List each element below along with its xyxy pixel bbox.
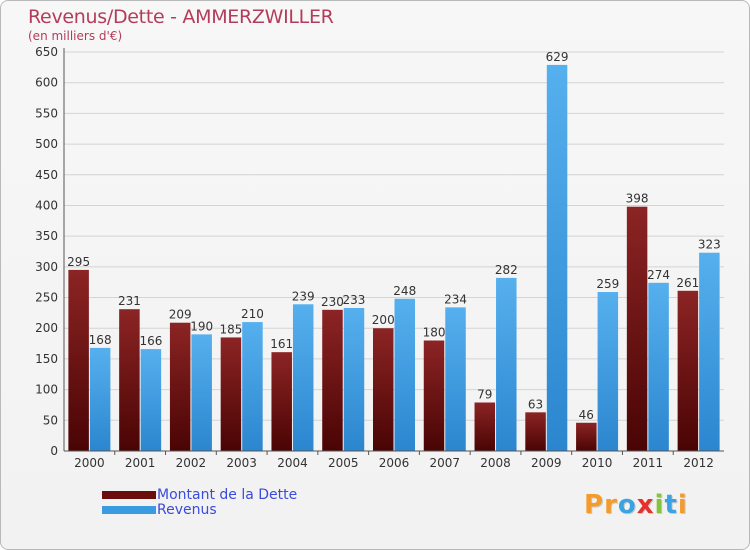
logo-letter: i [654, 490, 665, 520]
bar-revenue-2004 [292, 304, 314, 451]
x-tick-label: 2001 [125, 456, 156, 470]
data-label-debt-2004: 161 [270, 337, 293, 351]
x-tick-label: 2002 [176, 456, 207, 470]
data-label-debt-2010: 46 [579, 408, 594, 422]
x-tick-label: 2000 [74, 456, 105, 470]
bar-debt-2002 [169, 322, 191, 451]
x-tick-label: 2005 [328, 456, 359, 470]
data-label-revenue-2012: 323 [698, 238, 721, 252]
data-label-debt-2005: 230 [321, 295, 344, 309]
x-tick-label: 2010 [582, 456, 613, 470]
y-tick-label: 500 [35, 137, 58, 151]
x-tick-label: 2003 [226, 456, 257, 470]
y-tick-label: 650 [35, 45, 58, 59]
x-tick-label: 2006 [379, 456, 410, 470]
bar-revenue-2008 [496, 277, 517, 451]
bar-debt-2003 [220, 337, 242, 451]
bar-debt-2010 [576, 422, 597, 451]
bar-debt-2006 [373, 328, 394, 451]
bar-revenue-2010 [597, 292, 619, 451]
bar-revenue-2006 [394, 298, 415, 451]
data-label-revenue-2005: 233 [343, 293, 366, 307]
data-label-debt-2001: 231 [118, 294, 141, 308]
chart-title: Revenus/Dette - AMMERZWILLER [28, 6, 334, 28]
bar-debt-2011 [626, 206, 648, 451]
y-tick-label: 450 [35, 168, 58, 182]
data-label-revenue-2008: 282 [495, 263, 518, 277]
legend-label-revenue: Revenus [157, 501, 217, 518]
y-tick-label: 50 [43, 413, 58, 427]
logo-letter: x [636, 490, 655, 520]
y-tick-label: 0 [50, 444, 58, 458]
y-tick-label: 200 [35, 321, 58, 335]
bar-revenue-2000 [89, 347, 111, 451]
legend-label-debt: Montant de la Dette [157, 486, 298, 503]
bar-debt-2005 [322, 309, 343, 451]
data-label-debt-2002: 209 [169, 308, 192, 322]
bar-debt-2009 [525, 412, 546, 451]
y-tick-label: 550 [35, 106, 58, 120]
x-tick-label: 2012 [683, 456, 714, 470]
chart-subtitle: (en milliers d'€) [28, 29, 123, 43]
bar-debt-2012 [677, 290, 699, 451]
bar-revenue-2003 [242, 322, 263, 451]
logo-letter: t [664, 490, 678, 520]
proxiti-logo: Proxiti [584, 490, 688, 520]
logo-letter: P [584, 490, 605, 520]
data-label-revenue-2009: 629 [546, 50, 569, 64]
bar-debt-2000 [68, 269, 89, 451]
data-label-debt-2008: 79 [477, 388, 492, 402]
bar-revenue-2001 [140, 349, 162, 451]
bar-debt-2001 [119, 309, 140, 451]
bar-revenue-2012 [699, 252, 720, 451]
bar-revenue-2011 [648, 282, 669, 451]
bar-debt-2008 [474, 402, 496, 451]
x-tick-label: 2011 [633, 456, 664, 470]
x-tick-label: 2008 [480, 456, 511, 470]
legend-item-revenue: Revenus [102, 501, 297, 518]
legend-item-debt: Montant de la Dette [102, 486, 298, 503]
data-label-revenue-2001: 166 [139, 334, 162, 348]
data-label-revenue-2006: 248 [393, 284, 416, 298]
legend-swatch-debt [102, 490, 156, 499]
y-tick-label: 350 [35, 229, 58, 243]
bar-debt-2007 [423, 340, 445, 451]
data-label-revenue-2010: 259 [596, 277, 619, 291]
bar-revenue-2005 [343, 307, 365, 451]
y-tick-label: 250 [35, 291, 58, 305]
data-label-revenue-2002: 190 [190, 319, 213, 333]
data-label-revenue-2007: 234 [444, 292, 467, 306]
y-tick-label: 300 [35, 260, 58, 274]
y-tick-label: 100 [35, 383, 58, 397]
legend: Montant de la Dette Revenus [102, 486, 298, 518]
x-tick-label: 2007 [429, 456, 460, 470]
data-label-debt-2011: 398 [626, 192, 649, 206]
y-tick-label: 600 [35, 76, 58, 90]
data-label-revenue-2003: 210 [241, 307, 264, 321]
data-label-revenue-2004: 239 [292, 289, 315, 303]
data-label-debt-2003: 185 [219, 322, 242, 336]
data-label-revenue-2000: 168 [89, 333, 112, 347]
data-label-revenue-2011: 274 [647, 268, 670, 282]
legend-swatch-revenue [102, 505, 156, 514]
logo-letter: i [677, 490, 688, 520]
bar-revenue-2007 [445, 307, 466, 451]
logo-letter: o [617, 490, 637, 520]
y-tick-label: 150 [35, 352, 58, 366]
logo-letter: r [604, 490, 618, 520]
bar-revenue-2002 [191, 334, 212, 451]
data-label-debt-2006: 200 [372, 313, 395, 327]
data-label-debt-2012: 261 [676, 276, 699, 290]
y-tick-label: 400 [35, 198, 58, 212]
data-label-debt-2007: 180 [423, 326, 446, 340]
x-tick-label: 2009 [531, 456, 562, 470]
x-tick-label: 2004 [277, 456, 308, 470]
bar-revenue-2009 [546, 64, 568, 451]
data-label-debt-2000: 295 [67, 255, 90, 269]
data-label-debt-2009: 63 [528, 397, 543, 411]
bar-debt-2004 [271, 352, 292, 451]
